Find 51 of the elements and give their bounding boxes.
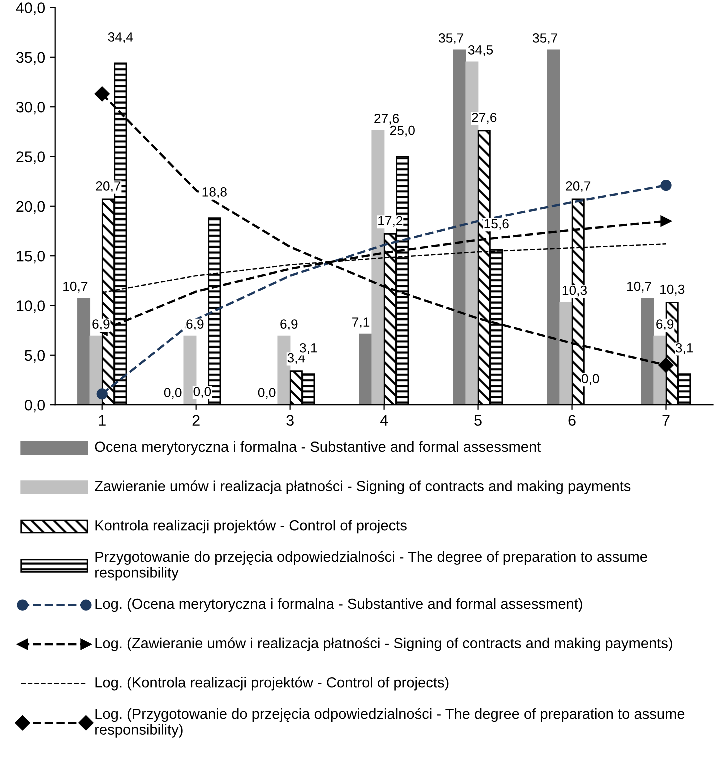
data-label: 7,1: [352, 318, 370, 329]
data-label: 6,9: [186, 320, 204, 331]
data-label: 6,9: [280, 320, 298, 331]
x-tick-label: 6: [568, 415, 576, 426]
data-label: 27,6: [472, 113, 497, 124]
data-label: 0,0: [582, 374, 600, 386]
data-label: 6,9: [92, 320, 110, 331]
legend-label: Log. (Kontrola realizacji projektów - Control of projects): [96, 676, 449, 691]
data-label: 3,1: [676, 343, 694, 354]
data-label: 20,7: [566, 182, 591, 192]
data-label: 0,0: [258, 388, 276, 400]
data-label: 10,3: [562, 286, 588, 297]
y-tick-label: 0,0: [25, 400, 46, 413]
data-label: 6,9: [656, 320, 674, 331]
data-label: 25,0: [390, 126, 415, 137]
data-label: 0,0: [164, 388, 182, 400]
data-label: 27,6: [374, 114, 400, 125]
data-label: 35,7: [533, 34, 558, 44]
legend-label: Log. (Ocena merytoryczna i formalna - Substantive and formal assessment): [96, 598, 582, 612]
legend-label: Log. (Zawieranie umów i realizacja płatności - Signing of contracts and making payments): [96, 638, 672, 652]
x-tick-label: 1: [99, 415, 106, 426]
data-label: 10,7: [627, 282, 652, 293]
x-tick-label: 3: [286, 415, 294, 426]
data-label: 10,7: [64, 282, 88, 293]
data-label: 18,8: [202, 188, 227, 198]
legend-label: Ocena merytoryczna i formalna - Substantive and formal assessment: [95, 441, 542, 456]
legend-label: Zawieranie umów i realizacja płatności - Signing of contracts and making payments: [95, 480, 631, 494]
y-tick-label: 40,0: [16, 2, 46, 16]
legend-label: Kontrola realizacji projektów - Control of projects: [96, 520, 407, 534]
data-label: 34,4: [108, 32, 134, 44]
data-label: 34,5: [468, 45, 494, 56]
y-tick-label: 15,0: [17, 250, 46, 264]
x-tick-label: 7: [662, 415, 670, 426]
x-tick-label: 5: [474, 415, 482, 426]
y-tick-label: 25,0: [16, 152, 46, 164]
x-tick-label: 2: [192, 415, 200, 426]
data-label: 10,3: [660, 284, 685, 296]
y-tick-label: 10,0: [17, 300, 46, 314]
legend-label: Log. (Przygotowanie do przejęcia odpowiedzialności - The degree of preparation to assume responsibility): [96, 708, 685, 738]
y-tick-label: 20,0: [16, 201, 46, 214]
y-tick-label: 30,0: [16, 102, 46, 115]
legend-label: Przygotowanie do przejęcia odpowiedzialności - The degree of preparation to assume responsibility: [96, 551, 648, 581]
data-label: 17,2: [378, 216, 403, 228]
x-tick-label: 4: [380, 415, 388, 426]
data-label: 15,6: [484, 219, 509, 230]
y-tick-label: 5,0: [25, 350, 46, 363]
data-label: 35,7: [439, 34, 464, 44]
data-label: 0,0: [194, 387, 212, 398]
data-label: 3,1: [300, 343, 318, 354]
data-label: 20,7: [96, 182, 121, 192]
y-tick-label: 35,0: [16, 52, 46, 65]
